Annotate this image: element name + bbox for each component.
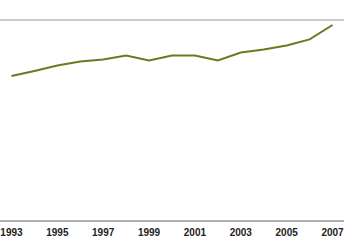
svg-text:1997: 1997	[92, 227, 115, 238]
svg-text:2005: 2005	[276, 227, 299, 238]
svg-text:1995: 1995	[46, 227, 69, 238]
svg-text:2007: 2007	[321, 227, 344, 238]
svg-text:1999: 1999	[138, 227, 161, 238]
svg-text:1993: 1993	[8, 227, 23, 238]
svg-text:2001: 2001	[184, 227, 207, 238]
svg-text:2003: 2003	[230, 227, 253, 238]
